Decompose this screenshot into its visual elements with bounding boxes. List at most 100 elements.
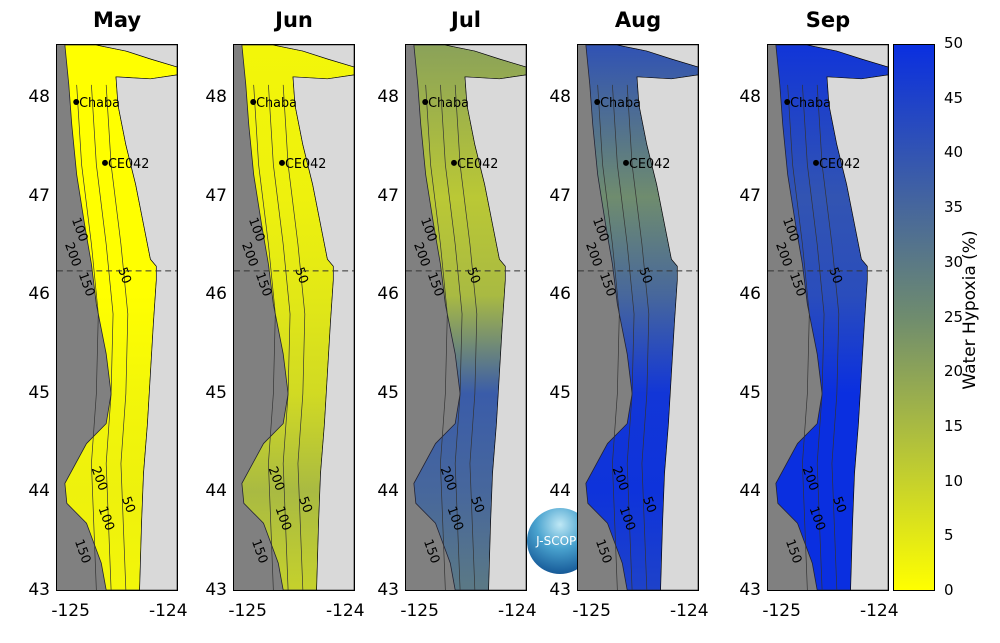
- contour-label: 50: [118, 495, 138, 516]
- contour-label: 150: [592, 537, 614, 565]
- station-label: Chaba: [600, 96, 641, 111]
- panel-title-jun: Jun: [275, 8, 313, 32]
- isobath-contour: [802, 84, 825, 590]
- land: [445, 45, 526, 590]
- y-tick-label: 46: [377, 284, 399, 305]
- contour-label: 200: [772, 240, 794, 268]
- isobath-contour: [425, 84, 448, 590]
- station-label: CE042: [629, 157, 670, 172]
- station-marker: [250, 98, 257, 105]
- panel-title-jul: Jul: [451, 8, 481, 32]
- x-tick-label: -124: [497, 601, 537, 621]
- y-tick-label: 48: [28, 87, 50, 108]
- colorbar-tick-label: 40: [944, 143, 964, 162]
- colorbar-tick-label: 10: [944, 471, 964, 490]
- contour-label: 50: [295, 495, 315, 516]
- logo-text: J-SCOPE: [536, 534, 584, 548]
- x-tick-label: -124: [859, 601, 899, 621]
- x-tick-label: -125: [51, 601, 90, 621]
- station-label: Chaba: [256, 96, 297, 111]
- station-marker: [623, 159, 629, 166]
- y-tick-label: 43: [549, 580, 571, 600]
- y-tick-label: 45: [28, 382, 50, 403]
- y-tick-label: 44: [377, 481, 399, 502]
- panel-title-aug: Aug: [614, 8, 662, 32]
- colorbar-tick-label: 15: [944, 416, 964, 435]
- contour-label: 200: [582, 240, 604, 268]
- y-tick-label: 47: [377, 185, 399, 206]
- contour-label: 150: [248, 537, 270, 565]
- station-label: Chaba: [428, 96, 469, 111]
- contour-label: 50: [639, 495, 659, 516]
- contour-label: 150: [782, 537, 804, 565]
- map-panel-may: 200 100 150 50 200 100 50 150 Chaba CE042: [56, 44, 178, 591]
- y-tick-label: 43: [377, 580, 399, 600]
- colorbar-tick-label: 45: [944, 88, 964, 107]
- station-marker: [73, 98, 80, 105]
- y-tick-label: 47: [549, 185, 571, 206]
- station-marker: [813, 159, 819, 166]
- isobath-contour: [787, 84, 810, 590]
- isobath-contour: [440, 84, 463, 590]
- y-tick-label: 47: [205, 185, 227, 206]
- x-tick-label: -124: [325, 601, 365, 621]
- station-marker: [422, 98, 429, 105]
- isobath-contour: [816, 84, 840, 590]
- x-tick-label: -125: [762, 601, 801, 621]
- colorbar-tick-label: 25: [944, 307, 964, 326]
- y-tick-label: 46: [28, 284, 50, 305]
- contour-label: 200: [238, 240, 260, 268]
- colorbar-tick-label: 50: [944, 34, 964, 52]
- y-tick-label: 43: [28, 580, 50, 600]
- x-tick-label: -124: [669, 601, 709, 621]
- contour-label: 50: [829, 495, 849, 516]
- contour-label: 150: [420, 537, 442, 565]
- contour-label: 200: [410, 240, 432, 268]
- isobath-contour: [612, 84, 635, 590]
- station-marker: [279, 159, 285, 166]
- y-tick-label: 45: [549, 382, 571, 403]
- isobath-contour: [105, 84, 129, 590]
- isobath-contour: [454, 84, 478, 590]
- y-tick-label: 44: [205, 481, 227, 502]
- colorbar-tick-label: 20: [944, 362, 964, 381]
- colorbar-tick-label: 0: [944, 581, 954, 599]
- y-tick-label: 45: [739, 382, 761, 403]
- x-tick-label: -125: [228, 601, 267, 621]
- panel-title-sep: Sep: [805, 8, 851, 32]
- panel-title-may: May: [92, 8, 142, 32]
- land: [617, 45, 698, 590]
- x-tick-label: -125: [400, 601, 439, 621]
- station-label: Chaba: [79, 96, 120, 111]
- map-panel-jul: 200 100 150 50 200 100 50 150 Chaba CE042: [405, 44, 527, 591]
- colorbar-tick-label: 5: [944, 526, 954, 545]
- y-tick-label: 48: [739, 87, 761, 108]
- station-label: Chaba: [790, 96, 831, 111]
- land: [273, 45, 354, 590]
- station-label: CE042: [285, 157, 326, 172]
- station-label: CE042: [819, 157, 860, 172]
- station-marker: [451, 159, 457, 166]
- y-tick-label: 48: [377, 87, 399, 108]
- y-tick-label: 45: [205, 382, 227, 403]
- station-label: CE042: [457, 157, 498, 172]
- land: [96, 45, 177, 590]
- isobath-contour: [597, 84, 620, 590]
- station-marker: [594, 98, 601, 105]
- y-tick-label: 47: [28, 185, 50, 206]
- y-tick-label: 47: [739, 185, 761, 206]
- x-tick-label: -125: [572, 601, 611, 621]
- y-tick-label: 44: [739, 481, 761, 502]
- contour-label: 200: [61, 240, 83, 268]
- y-tick-label: 48: [205, 87, 227, 108]
- isobath-contour: [76, 84, 99, 590]
- contour-label: 50: [467, 495, 487, 516]
- station-marker: [784, 98, 791, 105]
- y-tick-label: 43: [739, 580, 761, 600]
- isobath-contour: [282, 84, 306, 590]
- contour-label: 150: [71, 537, 93, 565]
- isobath-contour: [268, 84, 291, 590]
- isobath-contour: [626, 84, 650, 590]
- land: [807, 45, 888, 590]
